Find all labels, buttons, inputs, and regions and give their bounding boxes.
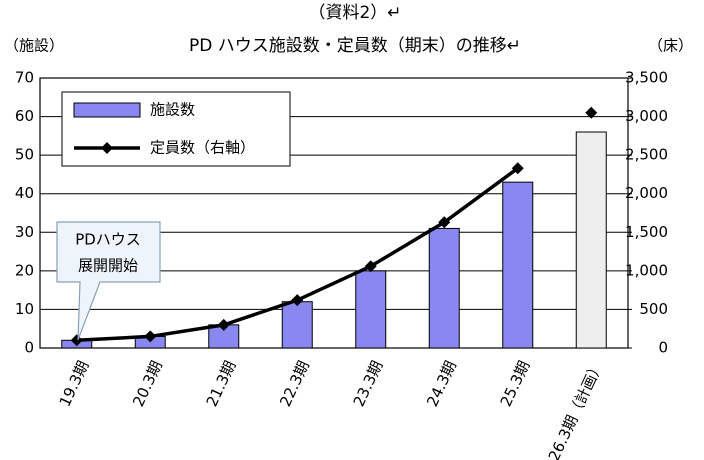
y2-tick-label: 2,500 <box>625 146 668 164</box>
line-marker <box>291 294 304 307</box>
bar <box>575 131 607 349</box>
y2-axis-label: （床） <box>648 37 693 55</box>
line-marker <box>585 106 598 119</box>
line-marker <box>144 330 157 343</box>
y-tick-label: 10 <box>15 300 34 318</box>
line-marker <box>70 334 83 347</box>
bar <box>355 270 387 349</box>
line-marker <box>511 162 524 175</box>
y-tick-label: 50 <box>15 146 34 164</box>
y2-tick-label: 0 <box>658 339 668 357</box>
y2-tick-label: 1,000 <box>625 261 668 279</box>
legend-marker <box>101 142 113 154</box>
bar <box>281 301 313 349</box>
line-marker <box>364 260 377 273</box>
y-axis-label: （施設） <box>4 37 64 55</box>
chart-title: （資料2）↵ <box>308 3 401 23</box>
legend-label: 定員数（右軸） <box>150 139 255 157</box>
y2-tick-label: 2,000 <box>625 184 668 202</box>
annotation: 展開開始 <box>78 257 138 275</box>
y2-tick-label: 1,500 <box>625 223 668 241</box>
line-marker <box>438 216 451 229</box>
bar <box>502 181 534 349</box>
x-tick-label: 26.3期（計画） <box>545 358 607 460</box>
y-tick-label: 70 <box>15 69 34 87</box>
y-tick-label: 20 <box>15 261 34 279</box>
callout <box>56 221 161 341</box>
legend-label: 施設数 <box>150 101 195 119</box>
line-marker <box>217 318 230 331</box>
y-tick-label: 60 <box>15 107 34 125</box>
x-tick-label: 22.3期 <box>276 358 313 409</box>
y-tick-label: 0 <box>24 339 34 357</box>
x-tick-label: 23.3期 <box>350 358 387 409</box>
y2-tick-label: 3,000 <box>625 107 668 125</box>
plot-frame <box>39 77 629 349</box>
y-tick-label: 40 <box>15 184 34 202</box>
x-tick-label: 24.3期 <box>423 358 460 409</box>
chart-subtitle: PD ハウス施設数・定員数（期末）の推移↵ <box>189 36 521 56</box>
x-tick-label: 19.3期 <box>56 358 93 409</box>
y2-tick-label: 500 <box>639 300 668 318</box>
bar <box>428 227 460 349</box>
annotation: PDハウス <box>75 231 141 249</box>
y-tick-label: 30 <box>15 223 34 241</box>
legend-swatch <box>73 102 141 118</box>
x-tick-label: 21.3期 <box>203 358 240 409</box>
x-tick-label: 25.3期 <box>497 358 534 409</box>
y2-tick-label: 3,500 <box>625 69 668 87</box>
x-tick-label: 20.3期 <box>129 358 166 409</box>
